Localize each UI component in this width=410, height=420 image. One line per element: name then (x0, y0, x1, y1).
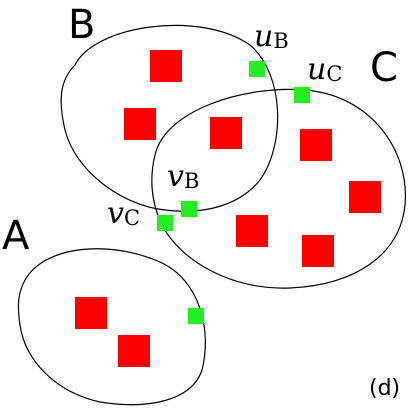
set-a-label: A (2, 213, 30, 259)
set-a-outline (17, 248, 206, 406)
set-b-outline (60, 24, 279, 212)
node-c-4 (302, 235, 334, 267)
boundary-node-v-c (157, 215, 173, 231)
set-b-label: B (68, 2, 95, 48)
label-u-c: uC (307, 52, 342, 87)
node-c-2 (349, 181, 381, 213)
boundary-node-v-b (181, 201, 197, 217)
node-b-2 (124, 108, 156, 140)
panel-label: (d) (369, 376, 400, 401)
node-bc-1 (210, 117, 242, 149)
set-c-label: C (370, 45, 398, 91)
label-v-c: vC (107, 196, 140, 231)
boundary-node-a (188, 308, 204, 324)
node-c-1 (300, 129, 332, 161)
label-u-b: uB (254, 19, 289, 54)
label-v-b: vB (167, 159, 199, 194)
node-c-3 (236, 215, 268, 247)
boundary-node-u-b (249, 61, 265, 77)
boundary-node-u-c (294, 87, 310, 103)
node-a-1 (75, 297, 107, 329)
node-b-1 (150, 50, 182, 82)
node-a-2 (118, 335, 150, 367)
